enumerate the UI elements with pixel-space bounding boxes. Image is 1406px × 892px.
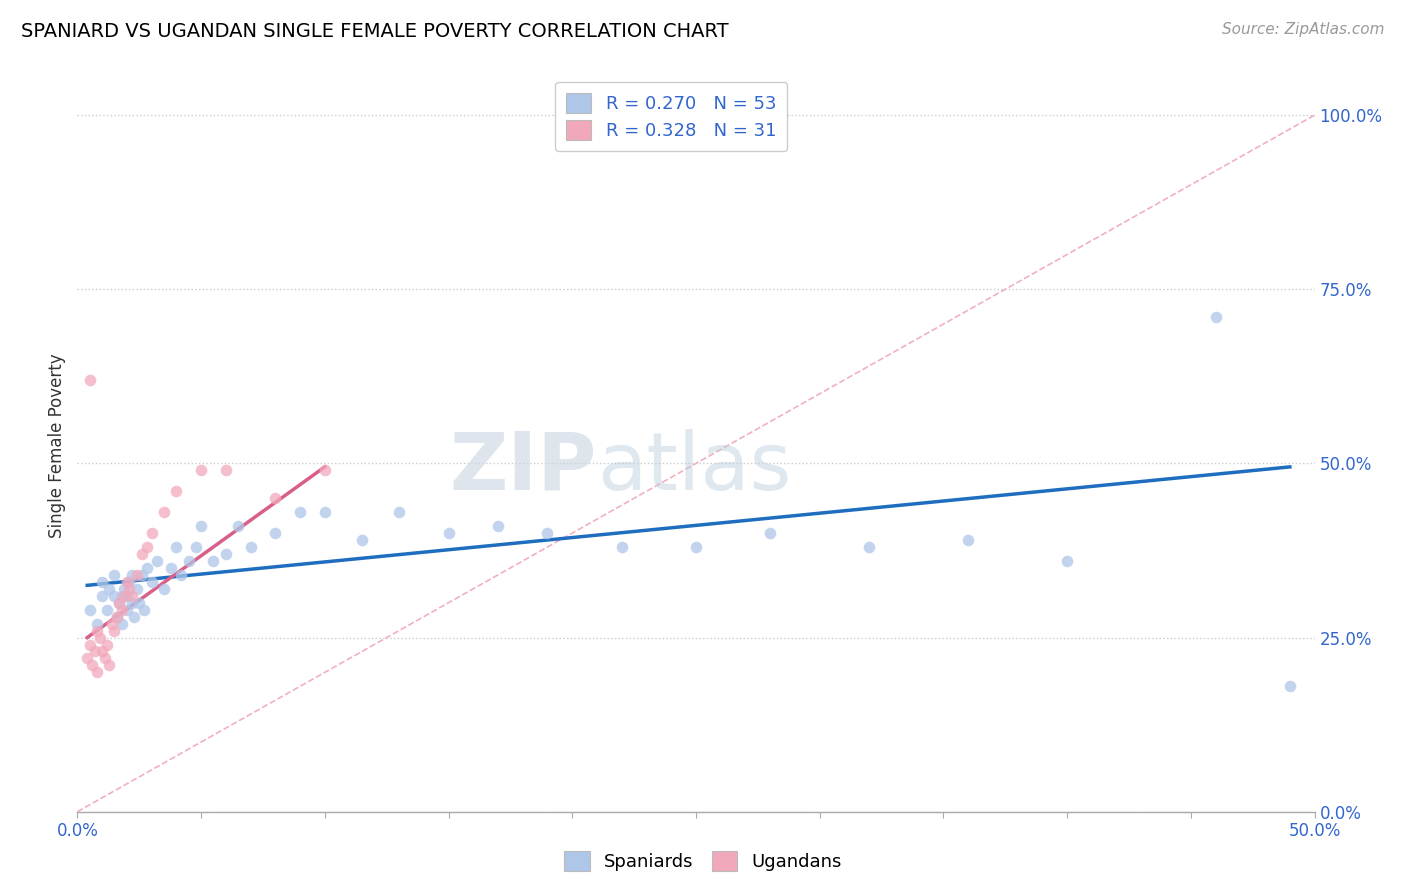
Point	[131, 567, 153, 582]
Point	[160, 561, 183, 575]
Point	[134, 603, 156, 617]
Point	[91, 644, 114, 658]
Point	[350, 533, 373, 547]
Point	[111, 589, 134, 603]
Point	[98, 582, 121, 596]
Point	[135, 561, 157, 575]
Text: Source: ZipAtlas.com: Source: ZipAtlas.com	[1222, 22, 1385, 37]
Point	[89, 631, 111, 645]
Point	[184, 540, 207, 554]
Point	[145, 554, 167, 568]
Point	[122, 609, 145, 624]
Point	[177, 554, 200, 568]
Point	[121, 589, 143, 603]
Point	[111, 603, 134, 617]
Point	[264, 526, 287, 541]
Point	[314, 463, 336, 477]
Point	[437, 526, 460, 541]
Point	[388, 505, 411, 519]
Point	[858, 540, 880, 554]
Point	[135, 540, 157, 554]
Point	[86, 665, 108, 680]
Point	[190, 519, 212, 533]
Point	[957, 533, 980, 547]
Y-axis label: Single Female Poverty: Single Female Poverty	[48, 354, 66, 538]
Point	[486, 519, 509, 533]
Point	[112, 582, 135, 596]
Point	[96, 603, 118, 617]
Point	[131, 547, 153, 561]
Point	[125, 582, 148, 596]
Point	[108, 596, 131, 610]
Point	[128, 596, 150, 610]
Point	[288, 505, 311, 519]
Point	[141, 574, 163, 589]
Point	[79, 603, 101, 617]
Point	[121, 567, 143, 582]
Point	[108, 596, 131, 610]
Point	[91, 574, 114, 589]
Point	[1278, 679, 1301, 693]
Point	[111, 616, 134, 631]
Legend: Spaniards, Ugandans: Spaniards, Ugandans	[557, 844, 849, 879]
Point	[264, 491, 287, 506]
Point	[118, 574, 141, 589]
Point	[165, 540, 187, 554]
Point	[103, 589, 125, 603]
Point	[83, 644, 105, 658]
Point	[82, 658, 104, 673]
Point	[153, 505, 176, 519]
Point	[96, 638, 118, 652]
Point	[226, 519, 249, 533]
Point	[121, 596, 143, 610]
Point	[79, 638, 101, 652]
Point	[93, 651, 115, 665]
Text: ZIP: ZIP	[450, 429, 598, 507]
Point	[105, 609, 128, 624]
Point	[685, 540, 707, 554]
Point	[314, 505, 336, 519]
Point	[86, 624, 108, 638]
Point	[79, 373, 101, 387]
Point	[103, 624, 125, 638]
Point	[170, 567, 193, 582]
Point	[1056, 554, 1078, 568]
Point	[115, 589, 138, 603]
Point	[76, 651, 98, 665]
Point	[98, 658, 121, 673]
Point	[91, 589, 114, 603]
Point	[610, 540, 633, 554]
Point	[536, 526, 558, 541]
Point	[141, 526, 163, 541]
Point	[153, 582, 176, 596]
Legend: R = 0.270   N = 53, R = 0.328   N = 31: R = 0.270 N = 53, R = 0.328 N = 31	[555, 82, 787, 151]
Point	[105, 609, 128, 624]
Point	[215, 463, 238, 477]
Point	[215, 547, 238, 561]
Point	[190, 463, 212, 477]
Point	[112, 589, 135, 603]
Point	[115, 574, 138, 589]
Point	[118, 582, 141, 596]
Text: atlas: atlas	[598, 429, 792, 507]
Point	[202, 554, 225, 568]
Point	[1205, 310, 1227, 325]
Point	[103, 567, 125, 582]
Point	[115, 603, 138, 617]
Point	[125, 567, 148, 582]
Point	[239, 540, 262, 554]
Point	[86, 616, 108, 631]
Point	[165, 484, 187, 499]
Point	[759, 526, 782, 541]
Point	[101, 616, 124, 631]
Text: SPANIARD VS UGANDAN SINGLE FEMALE POVERTY CORRELATION CHART: SPANIARD VS UGANDAN SINGLE FEMALE POVERT…	[21, 22, 728, 41]
